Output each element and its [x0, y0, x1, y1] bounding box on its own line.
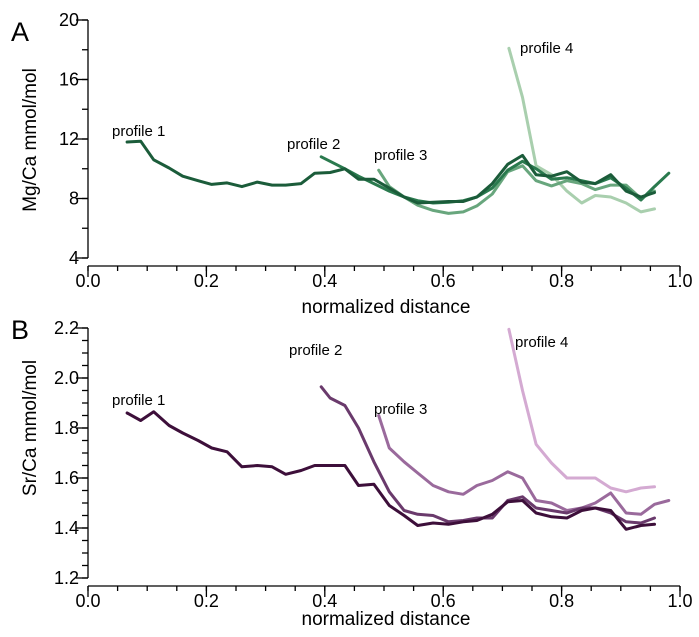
- series-line-profile-2: [319, 155, 671, 205]
- x-tick-label: 1.0: [667, 271, 692, 291]
- y-tick-label: 4: [69, 248, 79, 268]
- panel-b-sr-ca: B Sr/Ca mmol/mol normalized distance 1.2…: [11, 315, 693, 630]
- y-axis-title: Mg/Ca mmol/mol: [20, 68, 41, 212]
- panel-a-mg-ca: A Mg/Ca mmol/mol normalized distance 4 8 1…: [11, 10, 693, 318]
- x-axis-title: normalized distance: [302, 297, 471, 318]
- x-tick-label: 0.2: [194, 271, 219, 291]
- x-tick-label: 0.8: [549, 591, 574, 611]
- y-tick-label: 2.0: [54, 368, 79, 388]
- x-tick-label: 0.0: [75, 591, 100, 611]
- y-axis-title: Sr/Ca mmol/mol: [20, 360, 41, 496]
- y-tick-label: 1.8: [54, 418, 79, 438]
- x-tick-label: 0.0: [75, 271, 100, 291]
- x-axis-title: normalized distance: [302, 609, 471, 630]
- x-tick-label: 0.4: [312, 591, 337, 611]
- series-label-profile-2: profile 2: [287, 136, 340, 153]
- x-tick-label: 0.8: [549, 271, 574, 291]
- series-line-profile-1: [125, 410, 656, 531]
- y-tick-label: 1.4: [54, 518, 79, 538]
- x-tick-label: 0.4: [312, 271, 337, 291]
- series-label-profile-3: profile 3: [374, 401, 427, 418]
- series-line-profile-1: [125, 139, 656, 205]
- x-tick-label: 0.2: [194, 591, 219, 611]
- series-label-profile-1: profile 1: [112, 123, 165, 140]
- series-line-profile-3: [377, 164, 656, 215]
- series-line-profile-2: [319, 385, 656, 525]
- series-line-profile-4: [507, 46, 656, 214]
- x-tick-label: 1.0: [667, 591, 692, 611]
- series-line-profile-3: [377, 414, 671, 516]
- y-tick-label: 8: [69, 189, 79, 209]
- panel-label: B: [11, 315, 29, 345]
- series-label-profile-2: profile 2: [289, 342, 342, 359]
- x-tick-label: 0.6: [431, 591, 456, 611]
- y-tick-label: 20: [59, 10, 79, 30]
- series-label-profile-3: profile 3: [374, 147, 427, 164]
- series-label-profile-4: profile 4: [520, 40, 573, 57]
- y-tick-label: 12: [59, 129, 79, 149]
- series-label-profile-1: profile 1: [112, 392, 165, 409]
- panel-label: A: [11, 17, 29, 47]
- y-tick-label: 1.2: [54, 568, 79, 588]
- y-tick-label: 16: [59, 70, 79, 90]
- series-label-profile-4: profile 4: [515, 334, 568, 351]
- x-tick-label: 0.6: [431, 271, 456, 291]
- series-line-profile-4: [507, 327, 656, 494]
- y-tick-label: 2.2: [54, 318, 79, 338]
- y-tick-label: 1.6: [54, 468, 79, 488]
